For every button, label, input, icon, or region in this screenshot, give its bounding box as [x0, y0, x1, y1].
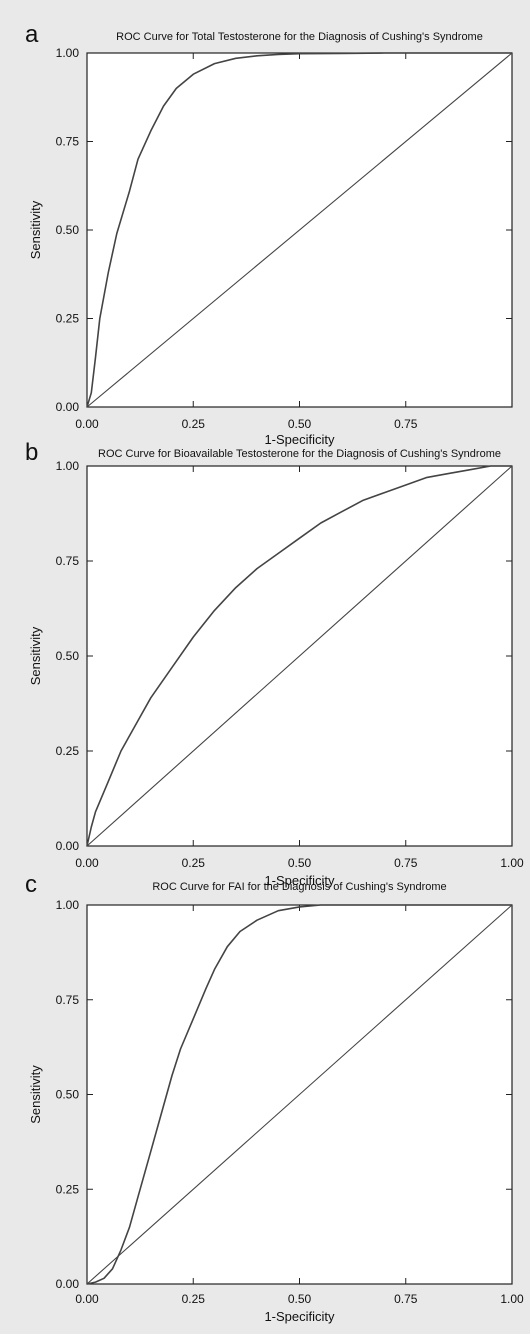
- y-tick-label: 0.50: [56, 649, 80, 663]
- y-tick-label: 0.25: [56, 744, 80, 758]
- x-axis-label: 1-Specificity: [264, 432, 335, 447]
- y-tick-label: 0.50: [56, 1088, 80, 1102]
- x-tick-label: 0.25: [182, 856, 206, 870]
- y-tick-label: 0.00: [56, 839, 80, 853]
- x-tick-label: 0.00: [75, 856, 99, 870]
- x-tick-label: 0.25: [182, 1292, 206, 1306]
- y-tick-label: 1.00: [56, 46, 80, 60]
- x-tick-label: 0.00: [75, 417, 99, 431]
- roc-curve-line: [86, 52, 512, 408]
- y-tick-label: 0.00: [56, 1277, 80, 1291]
- roc-curve-line: [86, 465, 512, 847]
- x-tick-label: 0.00: [75, 1292, 99, 1306]
- roc-panel-b: b ROC Curve for Bioavailable Testosterone…: [25, 439, 524, 888]
- roc-panel-a: a ROC Curve for Total Testosterone for th…: [25, 21, 513, 447]
- reference-diagonal-line: [86, 904, 513, 1285]
- y-tick-label: 0.50: [56, 223, 80, 237]
- y-axis-label: Sensitivity: [28, 626, 43, 685]
- roc-curve-line: [86, 904, 512, 1285]
- chart-title: ROC Curve for FAI for the Diagnosis of C…: [152, 881, 446, 893]
- x-tick-label: 0.50: [288, 1292, 312, 1306]
- reference-diagonal-line: [86, 465, 513, 847]
- roc-panel-c: c ROC Curve for FAI for the Diagnosis of …: [25, 871, 524, 1324]
- panel-letter: c: [25, 871, 37, 898]
- y-tick-label: 0.75: [56, 135, 80, 149]
- x-tick-label: 0.50: [288, 856, 312, 870]
- y-tick-label: 0.25: [56, 1182, 80, 1196]
- panel-letter: b: [25, 439, 38, 466]
- y-axis-label: Sensitivity: [28, 200, 43, 259]
- x-tick-label: 0.75: [394, 1292, 418, 1306]
- x-tick-label: 1.00: [500, 856, 524, 870]
- x-tick-label: 1.00: [500, 1292, 524, 1306]
- chart-title: ROC Curve for Total Testosterone for the…: [116, 31, 483, 43]
- y-tick-label: 1.00: [56, 459, 80, 473]
- y-tick-label: 0.00: [56, 400, 80, 414]
- x-tick-label: 0.75: [394, 417, 418, 431]
- x-axis-label: 1-Specificity: [264, 873, 335, 888]
- y-tick-label: 1.00: [56, 898, 80, 912]
- x-tick-label: 0.25: [182, 417, 206, 431]
- y-tick-label: 0.75: [56, 993, 80, 1007]
- x-axis-label: 1-Specificity: [264, 1309, 335, 1324]
- reference-diagonal-line: [86, 52, 513, 408]
- y-axis-label: Sensitivity: [28, 1065, 43, 1124]
- y-tick-label: 0.75: [56, 554, 80, 568]
- chart-title: ROC Curve for Bioavailable Testosterone …: [98, 448, 501, 460]
- x-tick-label: 0.75: [394, 856, 418, 870]
- panel-letter: a: [25, 21, 39, 48]
- y-tick-label: 0.25: [56, 312, 80, 326]
- x-tick-label: 0.50: [288, 417, 312, 431]
